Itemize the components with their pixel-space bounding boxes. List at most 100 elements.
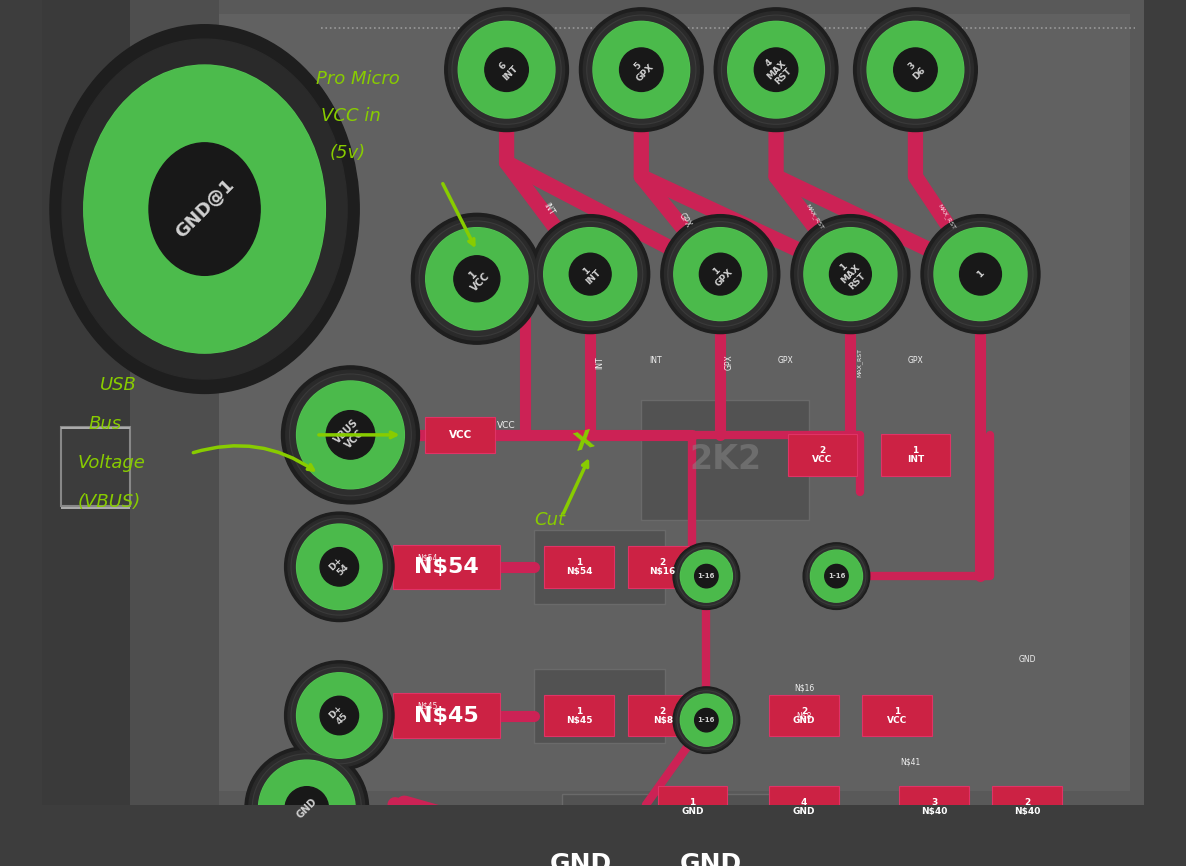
Text: MAX_RST: MAX_RST <box>856 348 862 377</box>
Circle shape <box>805 545 868 607</box>
Circle shape <box>569 253 611 295</box>
Ellipse shape <box>50 25 359 393</box>
Circle shape <box>285 512 394 622</box>
Text: GND: GND <box>550 852 612 866</box>
Circle shape <box>326 410 375 459</box>
Circle shape <box>674 687 740 753</box>
Circle shape <box>259 760 355 856</box>
Text: GPX: GPX <box>778 356 793 365</box>
Circle shape <box>281 366 420 504</box>
Text: 5
GPX: 5 GPX <box>627 55 656 84</box>
Text: Voltage: Voltage <box>77 455 145 472</box>
Bar <box>693 794 814 864</box>
Circle shape <box>454 255 499 301</box>
Text: 2
N$8: 2 N$8 <box>652 707 672 725</box>
Circle shape <box>485 48 528 92</box>
Text: 6
INT: 6 INT <box>493 57 519 82</box>
Text: 2K2: 2K2 <box>689 443 761 476</box>
Circle shape <box>675 689 738 752</box>
Text: (5v): (5v) <box>330 144 366 162</box>
Circle shape <box>925 218 1037 330</box>
Circle shape <box>289 374 412 496</box>
Text: GND: GND <box>295 797 319 820</box>
Bar <box>562 794 683 864</box>
Ellipse shape <box>149 143 260 275</box>
Circle shape <box>718 12 834 127</box>
Circle shape <box>754 48 798 92</box>
Ellipse shape <box>84 65 325 353</box>
Circle shape <box>810 550 862 602</box>
Circle shape <box>795 218 906 330</box>
Text: GND: GND <box>680 852 742 866</box>
Circle shape <box>246 746 369 866</box>
Circle shape <box>829 253 872 295</box>
Circle shape <box>664 218 776 330</box>
Circle shape <box>681 550 733 602</box>
Text: X: X <box>572 427 597 456</box>
Text: 1-16: 1-16 <box>697 573 715 579</box>
Bar <box>899 785 969 828</box>
Bar <box>769 785 839 828</box>
Circle shape <box>593 22 689 118</box>
Circle shape <box>804 228 897 320</box>
Text: N$45: N$45 <box>414 706 479 726</box>
Bar <box>659 841 763 866</box>
Text: 1
VCC: 1 VCC <box>461 263 492 294</box>
Text: N$45: N$45 <box>417 701 438 711</box>
Circle shape <box>296 524 382 610</box>
Text: 2
N$16: 2 N$16 <box>650 558 676 576</box>
Circle shape <box>681 695 733 746</box>
Circle shape <box>458 22 555 118</box>
Circle shape <box>700 253 741 295</box>
Text: GPX: GPX <box>725 354 734 371</box>
Circle shape <box>867 22 964 118</box>
Bar <box>627 546 697 588</box>
Circle shape <box>291 667 388 764</box>
Text: 1-16: 1-16 <box>828 573 846 579</box>
Circle shape <box>296 381 404 488</box>
Circle shape <box>320 547 358 586</box>
Circle shape <box>661 215 779 333</box>
Text: Cut: Cut <box>535 511 566 529</box>
Circle shape <box>798 222 903 326</box>
Circle shape <box>419 221 535 337</box>
Circle shape <box>296 524 382 610</box>
Circle shape <box>535 218 646 330</box>
Text: MAX_RST: MAX_RST <box>804 203 824 230</box>
Circle shape <box>593 22 689 118</box>
Circle shape <box>426 228 528 330</box>
Circle shape <box>677 546 735 605</box>
Circle shape <box>452 15 561 125</box>
Bar <box>426 417 495 453</box>
Text: 2
VCC: 2 VCC <box>812 446 833 464</box>
Circle shape <box>587 15 696 125</box>
Text: INT: INT <box>541 201 555 216</box>
Text: N$54: N$54 <box>414 557 479 577</box>
Circle shape <box>959 253 1001 295</box>
Text: VCC: VCC <box>497 421 516 430</box>
Circle shape <box>806 546 866 605</box>
Text: 1
GND: 1 GND <box>681 798 703 816</box>
Text: VBUS
VCC: VBUS VCC <box>332 417 369 453</box>
Text: 1
N$54: 1 N$54 <box>566 558 592 576</box>
Circle shape <box>854 8 977 132</box>
Circle shape <box>927 222 1033 326</box>
Circle shape <box>681 695 733 746</box>
Text: 4
GND: 4 GND <box>792 798 815 816</box>
Text: Pro Micro: Pro Micro <box>317 69 400 87</box>
Circle shape <box>412 213 542 344</box>
Circle shape <box>415 217 538 340</box>
Circle shape <box>668 222 773 326</box>
Bar <box>60 428 130 507</box>
Circle shape <box>867 22 964 118</box>
Circle shape <box>935 228 1027 320</box>
Circle shape <box>675 545 738 607</box>
Bar <box>993 785 1061 828</box>
Circle shape <box>584 12 700 127</box>
Circle shape <box>728 22 824 118</box>
Bar <box>60 507 130 509</box>
Bar <box>535 530 664 604</box>
Text: N$54: N$54 <box>417 553 438 562</box>
Circle shape <box>288 515 390 618</box>
Circle shape <box>285 786 329 830</box>
